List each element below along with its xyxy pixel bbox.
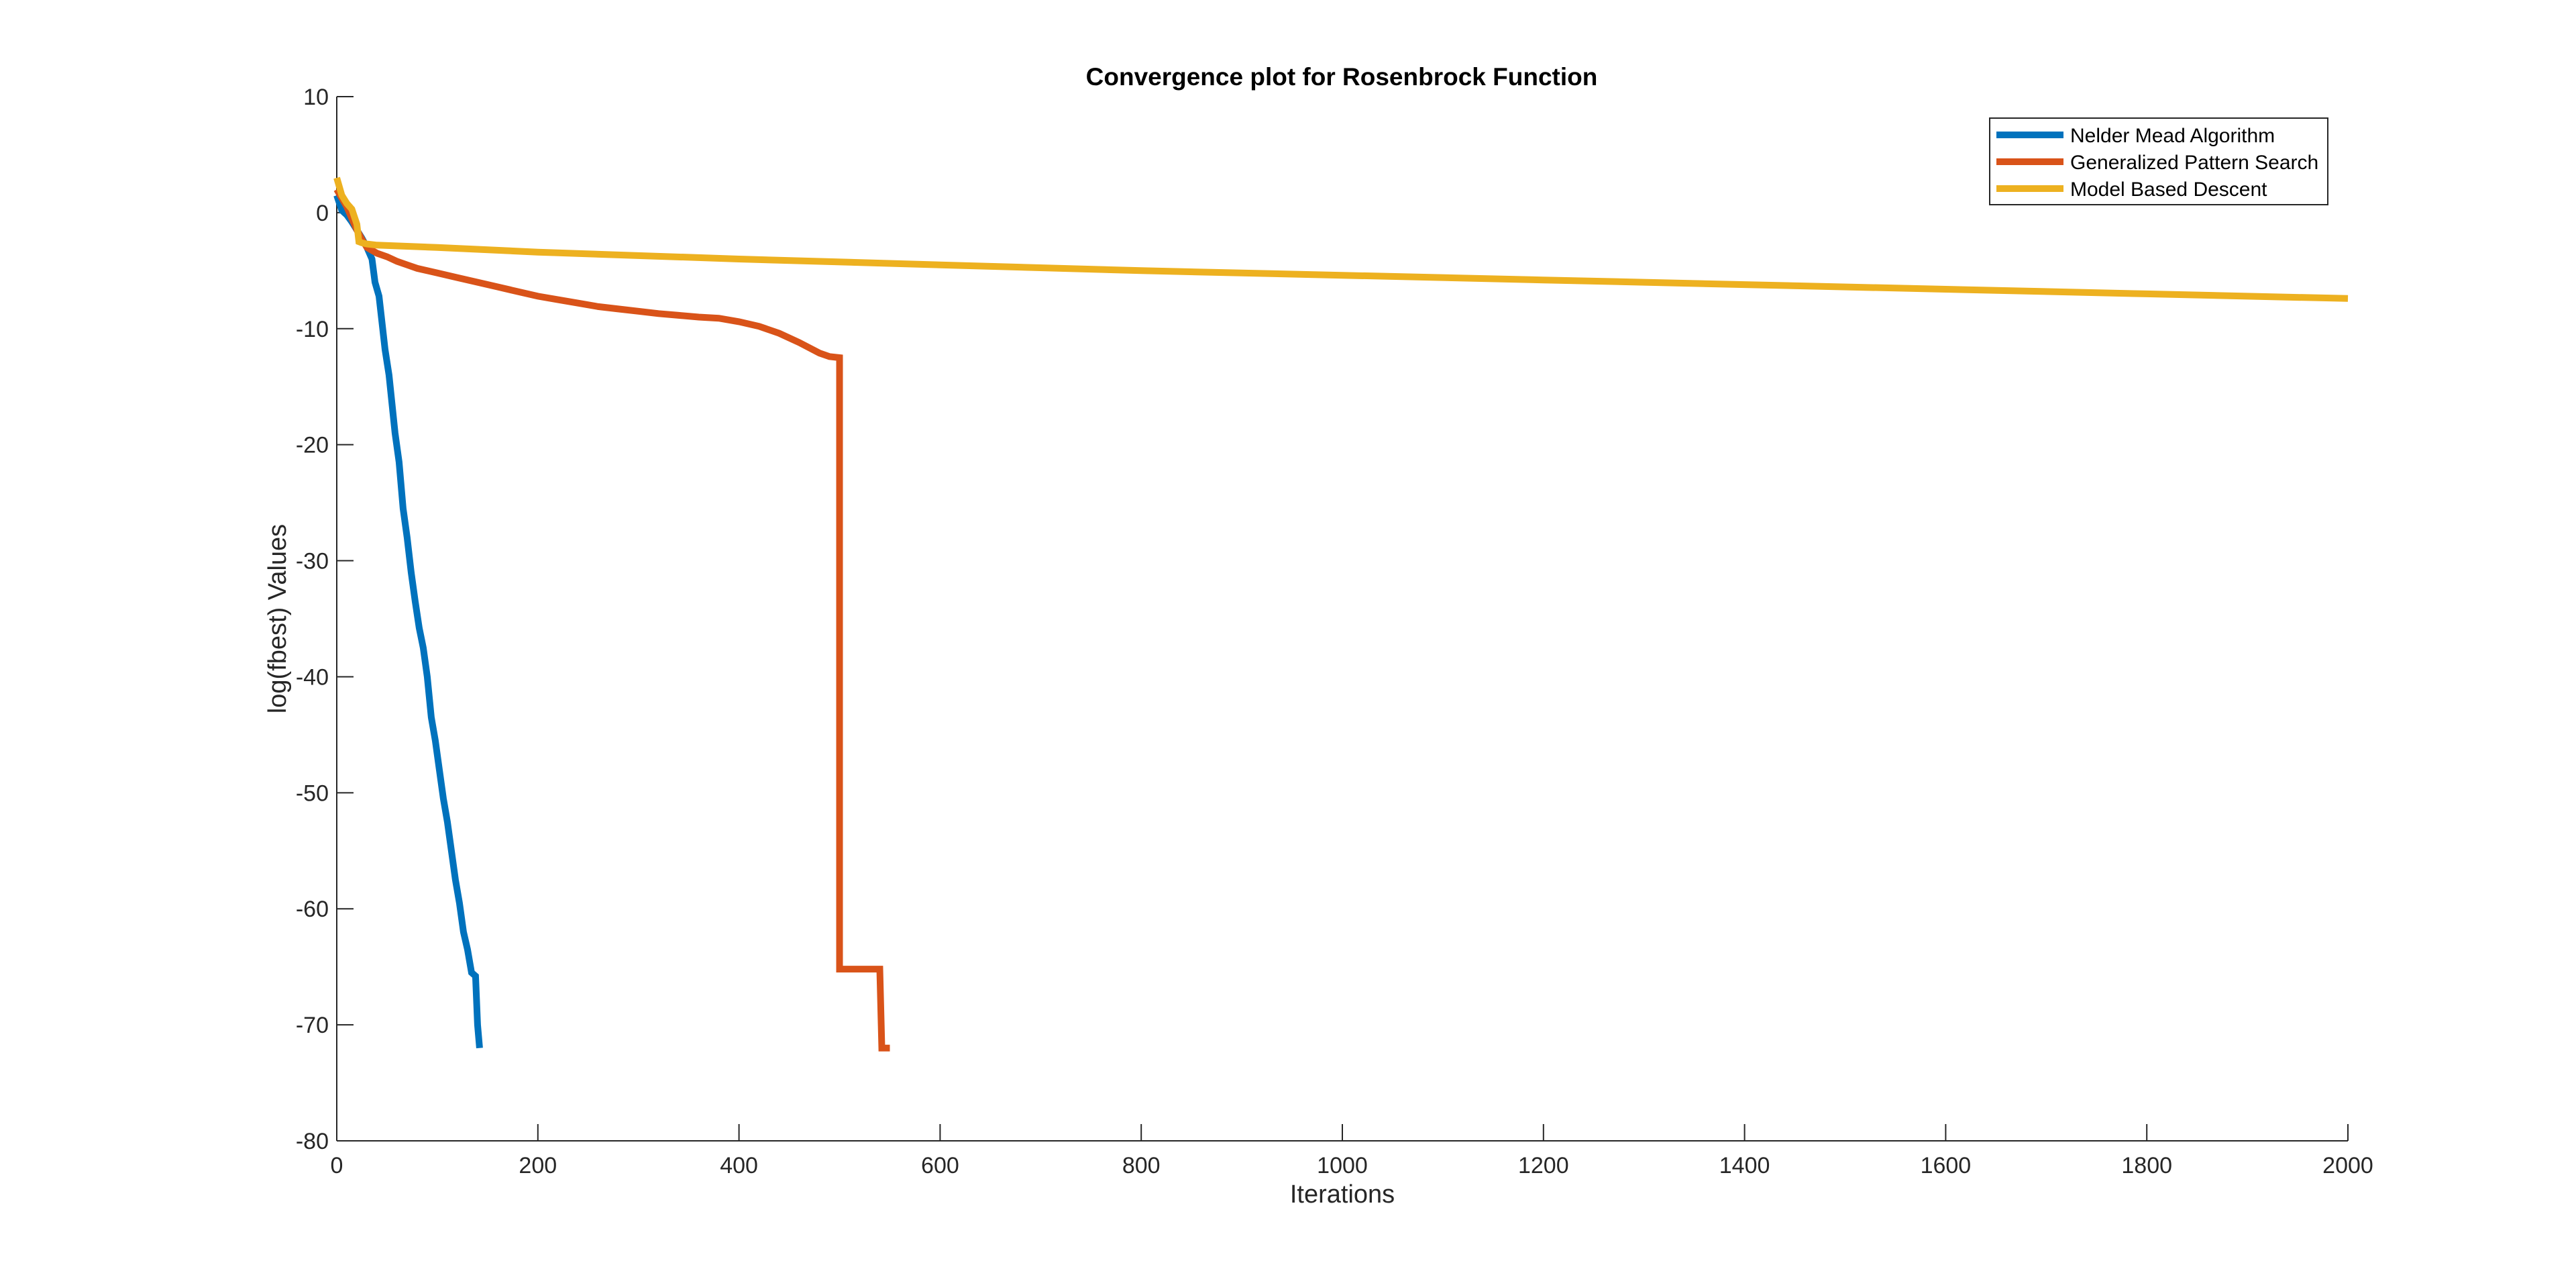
x-tick-label: 1400 xyxy=(1719,1153,1770,1178)
x-tick-label: 600 xyxy=(921,1153,959,1178)
x-tick-label: 200 xyxy=(519,1153,557,1178)
y-tick-label: -80 xyxy=(296,1129,329,1154)
y-ticks: -80 -70 -60 -50 -40 -30 -20 -10 0 10 xyxy=(296,85,354,1154)
legend-label: Generalized Pattern Search xyxy=(2070,152,2318,174)
x-tick-label: 400 xyxy=(720,1153,758,1178)
x-tick-label: 0 xyxy=(331,1153,343,1178)
y-axis-label: log(fbest) Values xyxy=(264,524,292,713)
x-tick-label: 1600 xyxy=(1921,1153,1972,1178)
legend-entries: Nelder Mead Algorithm Generalized Pattern… xyxy=(1996,125,2318,201)
y-tick-label: -10 xyxy=(296,317,329,342)
series-lines xyxy=(333,176,2349,1052)
y-tick-label: 10 xyxy=(303,85,329,110)
series-line-2 xyxy=(333,187,890,1052)
x-ticks: 0 200 400 600 800 1000 1200 1400 1600 1800 2000 xyxy=(331,1124,2373,1178)
legend-label: Nelder Mead Algorithm xyxy=(2070,125,2275,147)
x-tick-label: 1800 xyxy=(2121,1153,2172,1178)
y-tick-label: -20 xyxy=(296,433,329,458)
x-tick-label: 1200 xyxy=(1518,1153,1569,1178)
legend-label: Model Based Descent xyxy=(2070,179,2267,201)
plot-area: 0 200 400 600 800 1000 1200 1400 1600 1800 2000 -8… xyxy=(296,85,2373,1178)
y-tick-label: -50 xyxy=(296,780,329,806)
x-tick-label: 2000 xyxy=(2322,1153,2373,1178)
x-axis-label: Iterations xyxy=(1290,1180,1395,1209)
y-tick-label: 0 xyxy=(316,201,329,226)
x-tick-label: 1000 xyxy=(1317,1153,1368,1178)
series-line-3 xyxy=(333,176,2349,302)
chart-title: Convergence plot for Rosenbrock Function xyxy=(1086,63,1598,91)
legend: Nelder Mead Algorithm Generalized Pattern… xyxy=(1989,117,2328,205)
x-tick-label: 800 xyxy=(1122,1153,1161,1178)
y-tick-label: -30 xyxy=(296,549,329,574)
y-tick-label: -60 xyxy=(296,897,329,922)
series-line-1 xyxy=(333,194,483,1049)
y-tick-label: -40 xyxy=(296,664,329,690)
y-tick-label: -70 xyxy=(296,1013,329,1038)
